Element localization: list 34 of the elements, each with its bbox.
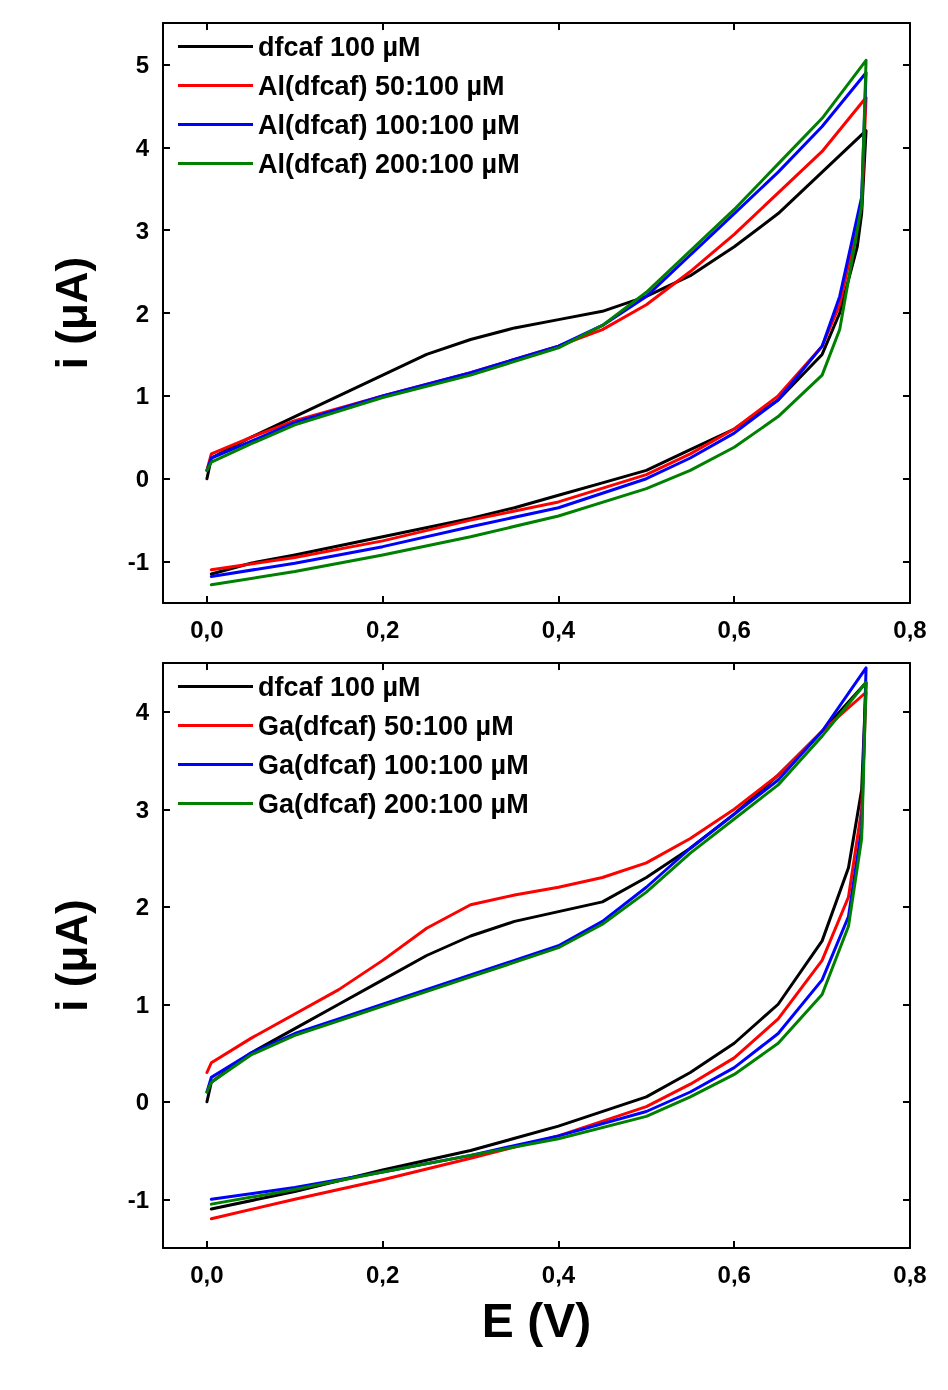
x-axis-title: E (V)	[481, 1293, 592, 1347]
x-tick-label: 0,2	[366, 615, 400, 643]
y-tick-label: 0	[135, 1088, 149, 1116]
x-tick-label: 0,4	[541, 1260, 576, 1288]
legend-label: Al(dfcaf) 50:100 µM	[258, 70, 505, 101]
y-tick-label: 2	[135, 299, 149, 327]
y-tick-label: 1	[135, 382, 149, 410]
legend-label: dfcaf 100 µM	[258, 671, 421, 702]
y-axis-title: i (μA)	[46, 899, 96, 1012]
y-tick-label: 2	[135, 893, 149, 921]
y-axis-title: i (μA)	[46, 256, 96, 370]
x-tick-label: 0,0	[190, 615, 224, 643]
x-tick-label: 0,8	[893, 615, 927, 643]
x-tick-label: 0,6	[717, 615, 751, 643]
legend-label: Al(dfcaf) 200:100 µM	[258, 148, 520, 179]
legend-label: Ga(dfcaf) 100:100 µM	[258, 749, 529, 780]
y-tick-label: 4	[135, 698, 150, 726]
x-tick-label: 0,8	[893, 1260, 927, 1288]
y-tick-label: 0	[135, 465, 149, 493]
x-tick-label: 0,4	[541, 615, 576, 643]
y-tick-label: 4	[135, 133, 150, 161]
y-tick-label: -1	[127, 1185, 149, 1213]
legend-label: dfcaf 100 µM	[258, 31, 421, 62]
y-tick-label: 1	[135, 990, 149, 1018]
legend-label: Al(dfcaf) 100:100 µM	[258, 109, 520, 140]
legend-label: Ga(dfcaf) 200:100 µM	[258, 788, 529, 819]
y-tick-label: 3	[135, 216, 149, 244]
y-tick-label: -1	[127, 548, 149, 576]
legend-label: Ga(dfcaf) 50:100 µM	[258, 710, 514, 741]
y-tick-label: 3	[135, 795, 149, 823]
x-tick-label: 0,0	[190, 1260, 224, 1288]
x-tick-label: 0,2	[366, 1260, 400, 1288]
y-tick-label: 5	[135, 50, 149, 78]
x-tick-label: 0,6	[717, 1260, 751, 1288]
